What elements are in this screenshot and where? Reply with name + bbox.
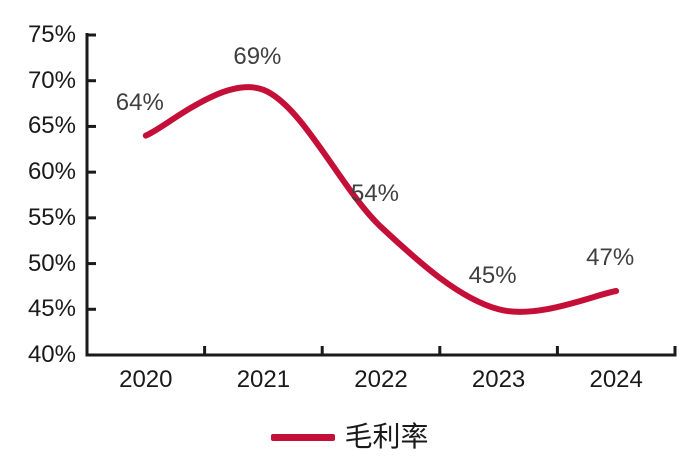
x-axis-tick-label: 2024 bbox=[589, 366, 643, 393]
y-axis-tick-label: 55% bbox=[27, 203, 76, 231]
data-point-label: 54% bbox=[350, 180, 400, 207]
y-axis-tick-label: 60% bbox=[27, 158, 76, 186]
series-line bbox=[142, 84, 620, 315]
data-point-label: 69% bbox=[233, 42, 282, 70]
x-axis-tick-label: 2023 bbox=[471, 366, 526, 393]
y-axis-tick-label: 70% bbox=[27, 66, 76, 94]
y-axis-tick-label: 50% bbox=[27, 249, 76, 277]
legend-line-marker bbox=[271, 433, 336, 441]
y-axis-tick-label: 65% bbox=[27, 112, 76, 140]
y-axis-tick-label: 45% bbox=[27, 295, 76, 323]
y-axis-tick-label: 75% bbox=[27, 21, 76, 48]
legend-label: 毛利率 bbox=[344, 421, 429, 452]
y-axis-tick-label: 40% bbox=[27, 341, 76, 368]
x-axis-tick-label: 2020 bbox=[119, 366, 173, 393]
x-axis-tick-label: 2021 bbox=[236, 366, 291, 393]
data-point-label: 45% bbox=[468, 262, 517, 290]
x-axis-tick-label: 2022 bbox=[354, 366, 408, 393]
data-point-label: 64% bbox=[115, 88, 164, 116]
data-point-label: 47% bbox=[586, 244, 635, 271]
legend: 毛利率 bbox=[0, 420, 700, 454]
